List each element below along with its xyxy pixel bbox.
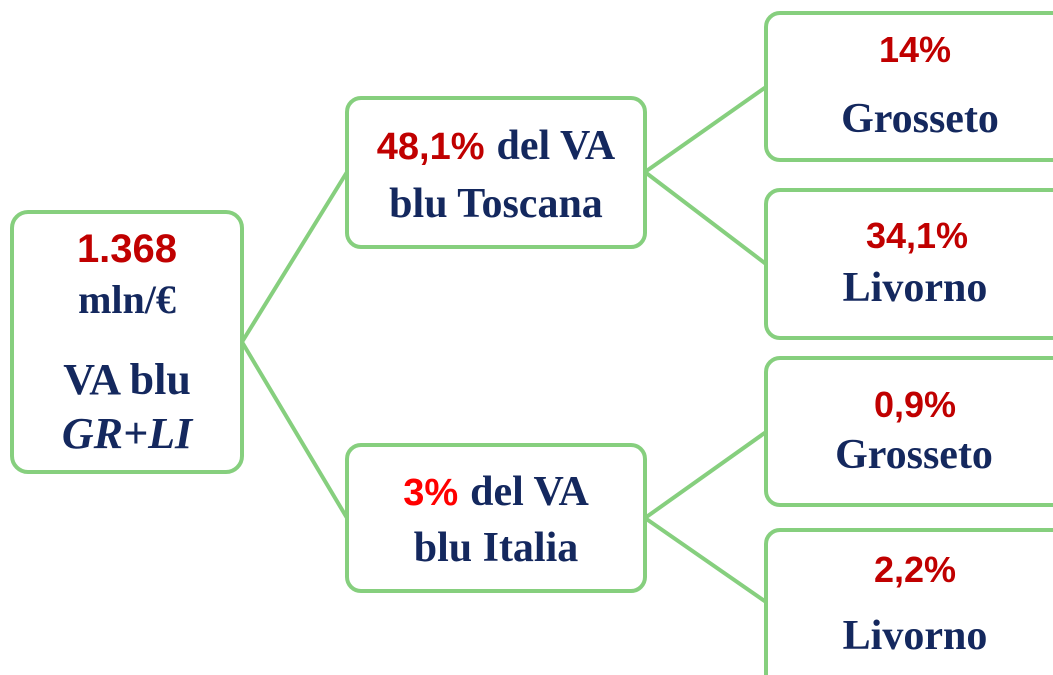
root-label: VA blu [63,355,191,404]
leaf-label: Grosseto [841,96,999,142]
leaf-label: Livorno [843,613,988,659]
branch-text: del VA [497,123,616,169]
branch-text: del VA [470,469,589,515]
root-unit: mln/€ [78,277,176,322]
root-box [10,210,244,474]
root-value: 1.368 [77,227,177,271]
branch-box [345,443,647,593]
connector [240,170,349,520]
branch-value: 3% [403,472,458,514]
leaf-box [764,11,1053,162]
root-area: GR+LI [62,409,194,458]
branch-line: 48,1% del VA [377,123,616,169]
branch-line: 3% del VA [403,469,589,515]
branch-text: blu Italia [414,525,579,571]
leaf-label: Grosseto [835,432,993,478]
leaf-value: 2,2% [874,549,956,590]
leaf-box [764,356,1053,507]
connector [643,430,768,604]
branch-value: 48,1% [377,126,485,168]
leaf-box [764,528,1053,675]
branch-text: blu Toscana [389,181,603,227]
leaf-value: 34,1% [866,215,968,256]
leaf-value: 0,9% [874,384,956,425]
leaf-value: 14% [879,29,951,70]
connector [643,85,768,266]
branch-box [345,96,647,249]
leaf-box [764,188,1053,340]
leaf-label: Livorno [843,265,988,311]
